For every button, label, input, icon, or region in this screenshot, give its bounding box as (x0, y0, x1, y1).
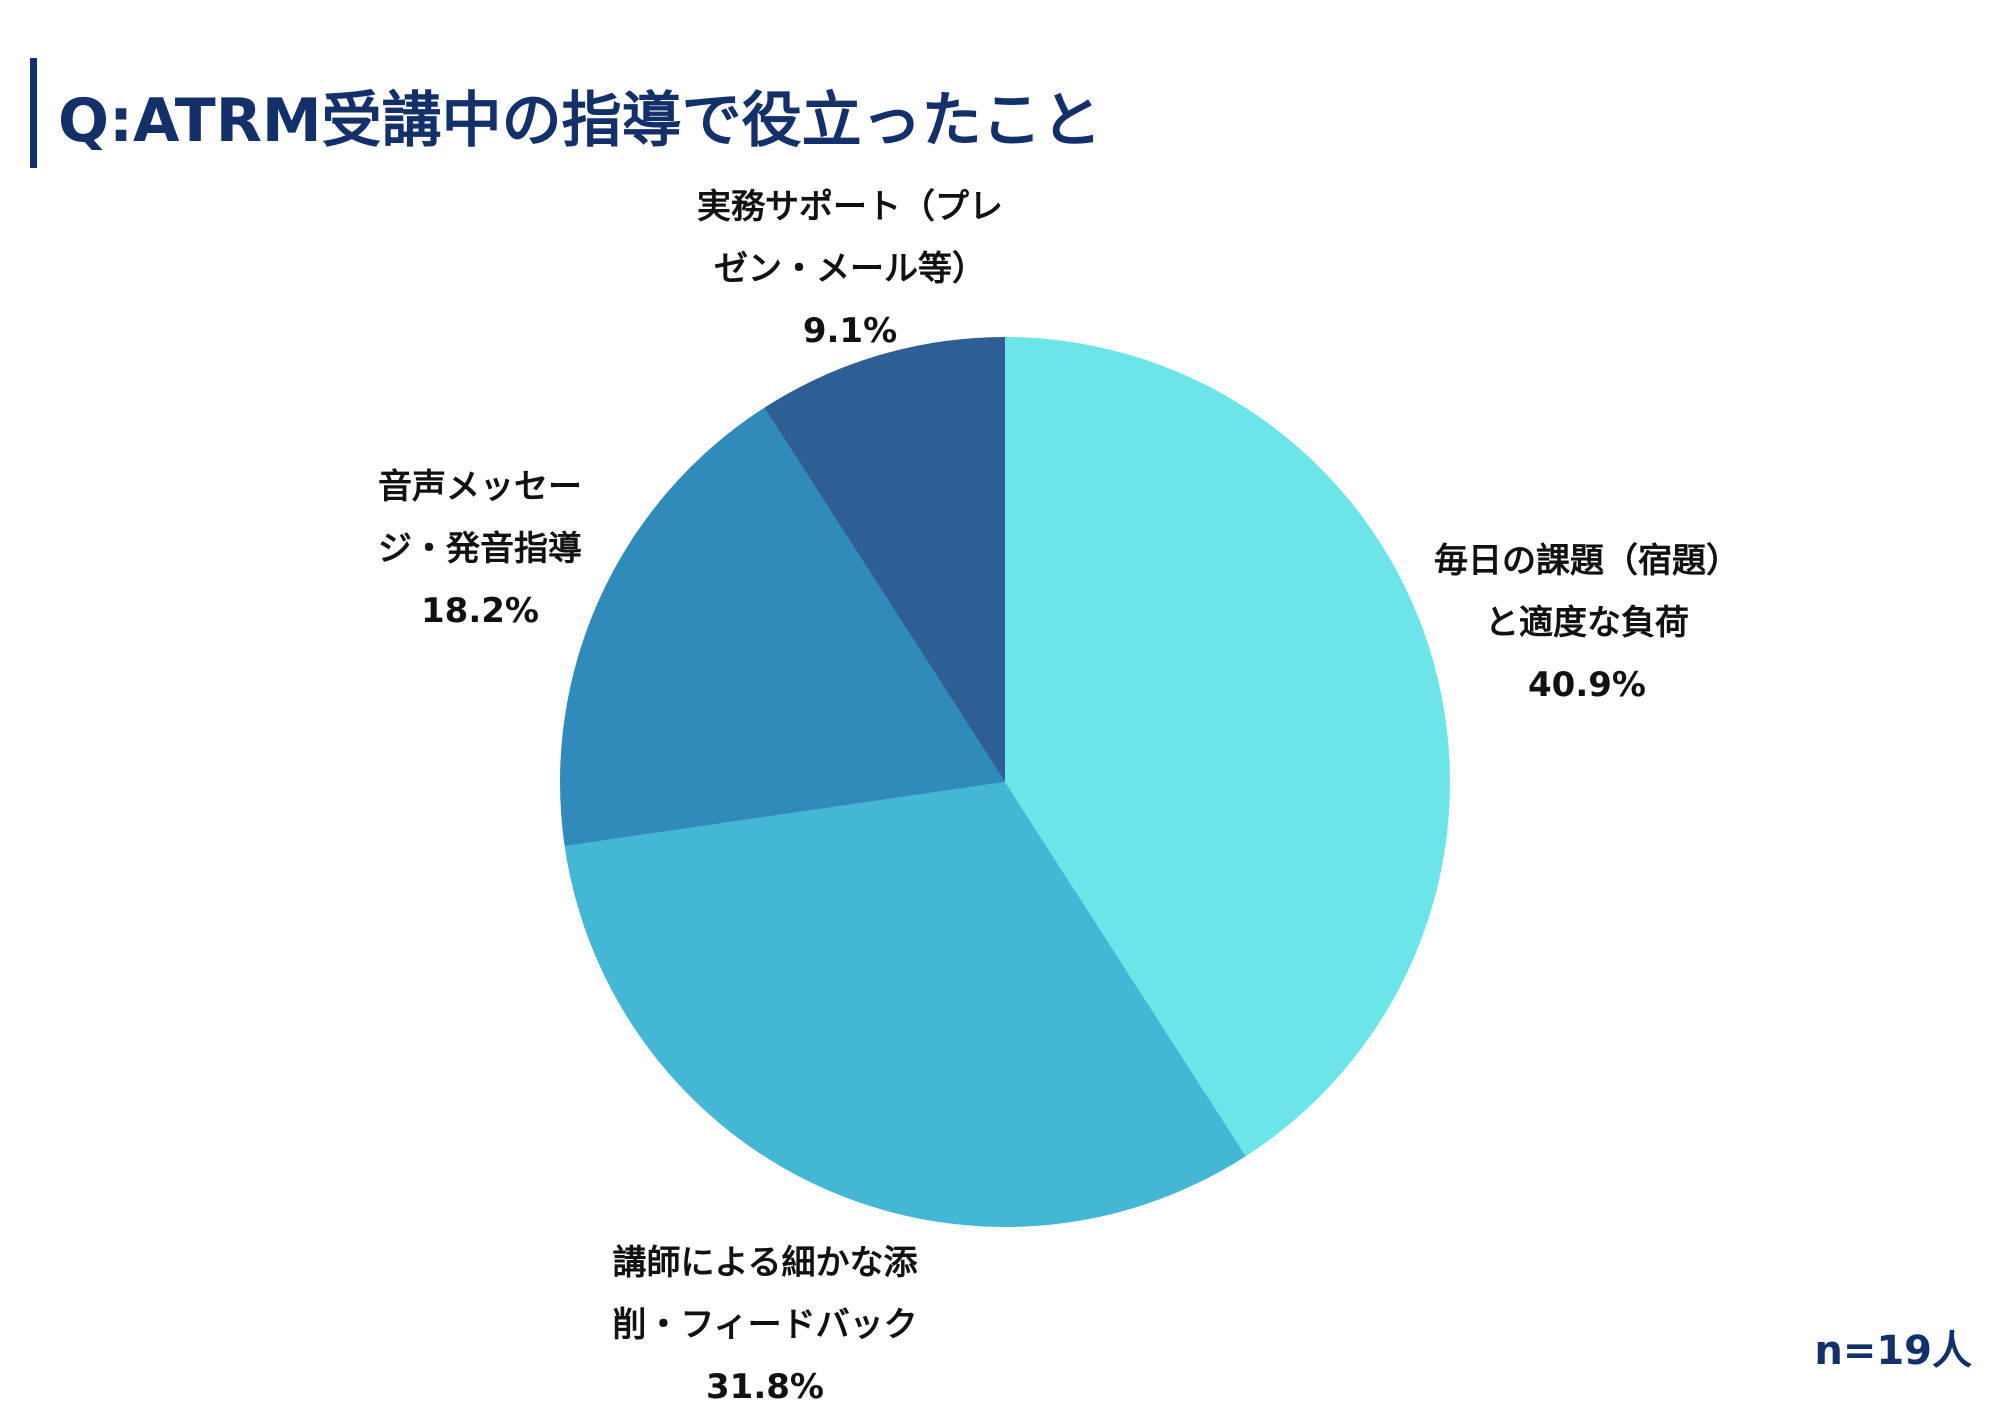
slice-label-line: と適度な負荷 (1485, 603, 1689, 643)
slice-percent: 9.1% (802, 311, 898, 351)
slice-label-line: 削・フィードバック (612, 1305, 918, 1345)
slice-label-line: 毎日の課題（宿題） (1434, 541, 1740, 581)
slice-label-line: 講師による細かな添 (612, 1243, 918, 1283)
slice-label-line: 音声メッセー (378, 467, 582, 507)
pie-slice-instructor-feedback (564, 782, 1246, 1227)
slice-label-voice-messages: 音声メッセー ジ・発音指導 18.2% (330, 456, 630, 642)
title-accent-bar (30, 58, 37, 168)
slice-label-line: ジ・発音指導 (378, 529, 582, 569)
slice-label-daily-assignments: 毎日の課題（宿題） と適度な負荷 40.9% (1412, 530, 1762, 716)
slice-percent: 31.8% (706, 1367, 824, 1407)
slice-label-line: ゼン・メール等） (714, 249, 986, 289)
slice-percent: 40.9% (1528, 665, 1646, 705)
slice-label-instructor-feedback: 講師による細かな添 削・フィードバック 31.8% (585, 1232, 945, 1418)
slice-label-practical-support: 実務サポート（プレ ゼン・メール等） 9.1% (665, 176, 1035, 362)
pie-slice-voice-messages (560, 407, 1005, 847)
pie-slice-practical-support (764, 337, 1005, 782)
pie-slice-daily-assignments (1005, 337, 1451, 1157)
slice-label-line: 実務サポート（プレ (697, 187, 1003, 227)
slice-percent: 18.2% (421, 591, 539, 631)
sample-size-note: n=19人 (1814, 1328, 1972, 1374)
page-title: Q:ATRM受講中の指導で役立ったこと (58, 86, 1102, 156)
